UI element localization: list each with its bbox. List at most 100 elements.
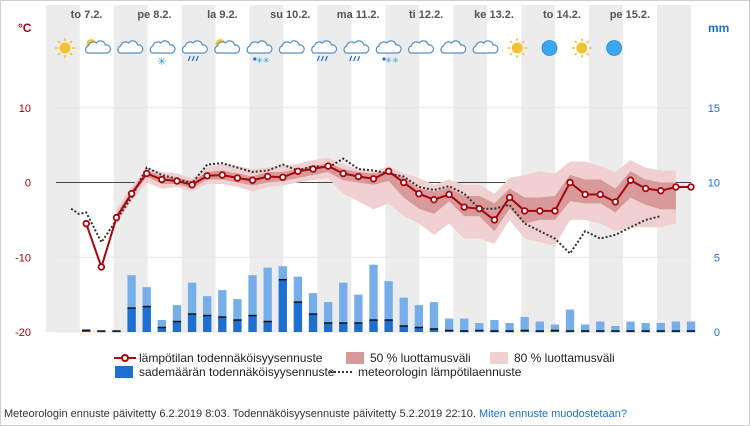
precip-bar-core bbox=[490, 331, 499, 333]
temperature-point bbox=[263, 172, 272, 181]
temperature-point bbox=[354, 172, 363, 181]
precip-bar-range bbox=[641, 323, 650, 332]
rain-drop bbox=[191, 55, 195, 62]
temperature-point bbox=[143, 169, 151, 178]
precip-bar-core bbox=[460, 331, 469, 333]
temperature-point bbox=[369, 175, 378, 183]
night-shade bbox=[45, 5, 80, 332]
cloud-shape bbox=[214, 40, 241, 54]
temperature-point bbox=[551, 207, 559, 215]
temperature-point bbox=[415, 190, 423, 198]
temperature-point bbox=[641, 184, 650, 193]
precip-bar-core bbox=[596, 331, 605, 333]
precip-bar-core bbox=[97, 331, 106, 333]
left-tick-label: -10 bbox=[15, 252, 31, 264]
precip-bar-range bbox=[157, 320, 166, 332]
cloud-shape bbox=[472, 40, 499, 54]
sun-disc bbox=[511, 42, 523, 54]
precip-bar-core bbox=[429, 329, 439, 332]
rain-drop bbox=[195, 55, 199, 62]
precip-bar-range bbox=[490, 320, 499, 332]
snowflake: ✳ bbox=[157, 55, 166, 68]
precip-bar-range bbox=[505, 323, 514, 332]
cloud-shape bbox=[149, 40, 176, 54]
right-axis-unit: mm bbox=[708, 21, 729, 35]
footer: Meteorologin ennuste päivitetty 6.2.2019… bbox=[4, 408, 627, 420]
precip-bar-core bbox=[203, 315, 212, 332]
precip-bar-core bbox=[611, 331, 620, 333]
sun-ray bbox=[521, 52, 525, 56]
precip-bar-range bbox=[339, 282, 348, 332]
precip-bar-core bbox=[384, 320, 393, 332]
temperature-point bbox=[127, 190, 136, 198]
temperature-point bbox=[490, 216, 499, 224]
precip-bar-range bbox=[444, 318, 454, 332]
precip-bar-range bbox=[354, 294, 363, 332]
precip-bar-range bbox=[172, 305, 182, 332]
precip-bar-core bbox=[157, 327, 166, 332]
cloud-rain-icon bbox=[311, 40, 338, 62]
temperature-point bbox=[203, 172, 211, 180]
precip-bar-range bbox=[565, 309, 575, 332]
precip-bar-core bbox=[535, 331, 544, 333]
cloud-shape bbox=[278, 40, 305, 54]
precip-bar-range bbox=[460, 318, 469, 332]
rain-drop bbox=[353, 55, 357, 62]
temperature-point bbox=[173, 177, 181, 185]
cloud-sleet-icon: ✳✳ bbox=[375, 40, 402, 65]
temperature-point bbox=[97, 263, 106, 271]
rain-drop bbox=[253, 57, 257, 61]
precip-bar-core bbox=[233, 320, 242, 332]
precip-bar-core bbox=[565, 331, 575, 333]
sun-icon bbox=[507, 38, 528, 58]
temperature-point bbox=[626, 176, 635, 184]
precip-bar-range bbox=[384, 281, 393, 332]
day-label: ma 11.2. bbox=[337, 9, 380, 21]
precip-bar-range bbox=[369, 264, 378, 332]
precip-bar-core bbox=[248, 315, 257, 332]
temperature-point bbox=[324, 162, 332, 170]
precip-bar-range bbox=[475, 323, 484, 332]
precip-bar-core bbox=[414, 327, 424, 332]
cloud-shape bbox=[85, 40, 111, 54]
cloud-snow-icon: ✳ bbox=[149, 40, 176, 68]
precip-bar-core bbox=[656, 331, 665, 333]
rain-drop bbox=[357, 55, 361, 62]
precip-bar-core bbox=[142, 306, 151, 332]
precip-bar-range bbox=[414, 305, 424, 332]
meteorologist-line bbox=[70, 157, 662, 256]
precip-bar-core bbox=[278, 279, 287, 332]
precip-bar-range bbox=[308, 293, 318, 332]
sun-disc bbox=[576, 42, 588, 54]
temperature-point bbox=[294, 167, 302, 175]
right-tick-label: 0 bbox=[714, 327, 720, 339]
night-shade bbox=[453, 5, 488, 332]
precip-bar-range bbox=[429, 302, 439, 332]
precip-bar-range bbox=[218, 290, 227, 332]
temperature-point bbox=[309, 165, 317, 173]
precip-bar-core bbox=[112, 331, 121, 333]
temperature-point bbox=[672, 183, 680, 191]
sun-icon bbox=[571, 38, 592, 58]
cloud-shape bbox=[408, 40, 434, 54]
footer-text: Meteorologin ennuste päivitetty 6.2.2019… bbox=[4, 408, 476, 420]
right-tick-label: 5 bbox=[714, 252, 720, 264]
cloud-sun-icon bbox=[214, 39, 241, 54]
methodology-link[interactable]: Miten ennuste muodostetaan? bbox=[478, 408, 627, 420]
temperature-point bbox=[536, 207, 544, 215]
rain-drop bbox=[324, 55, 328, 62]
precip-bar-range bbox=[686, 321, 696, 332]
precip-bar-core bbox=[293, 302, 303, 332]
precip-bar-core bbox=[339, 323, 348, 332]
sun-ray bbox=[509, 52, 513, 56]
precip-bar-range bbox=[127, 275, 136, 332]
left-axis-unit: °C bbox=[18, 21, 32, 35]
precip-bar-range bbox=[626, 321, 635, 332]
temperature-point bbox=[566, 178, 574, 187]
rain-drop bbox=[382, 57, 386, 61]
precip-bar-range bbox=[203, 296, 212, 332]
temperature-point bbox=[82, 219, 90, 228]
temperature-point bbox=[611, 198, 620, 206]
cloud-rain-icon bbox=[343, 40, 370, 62]
